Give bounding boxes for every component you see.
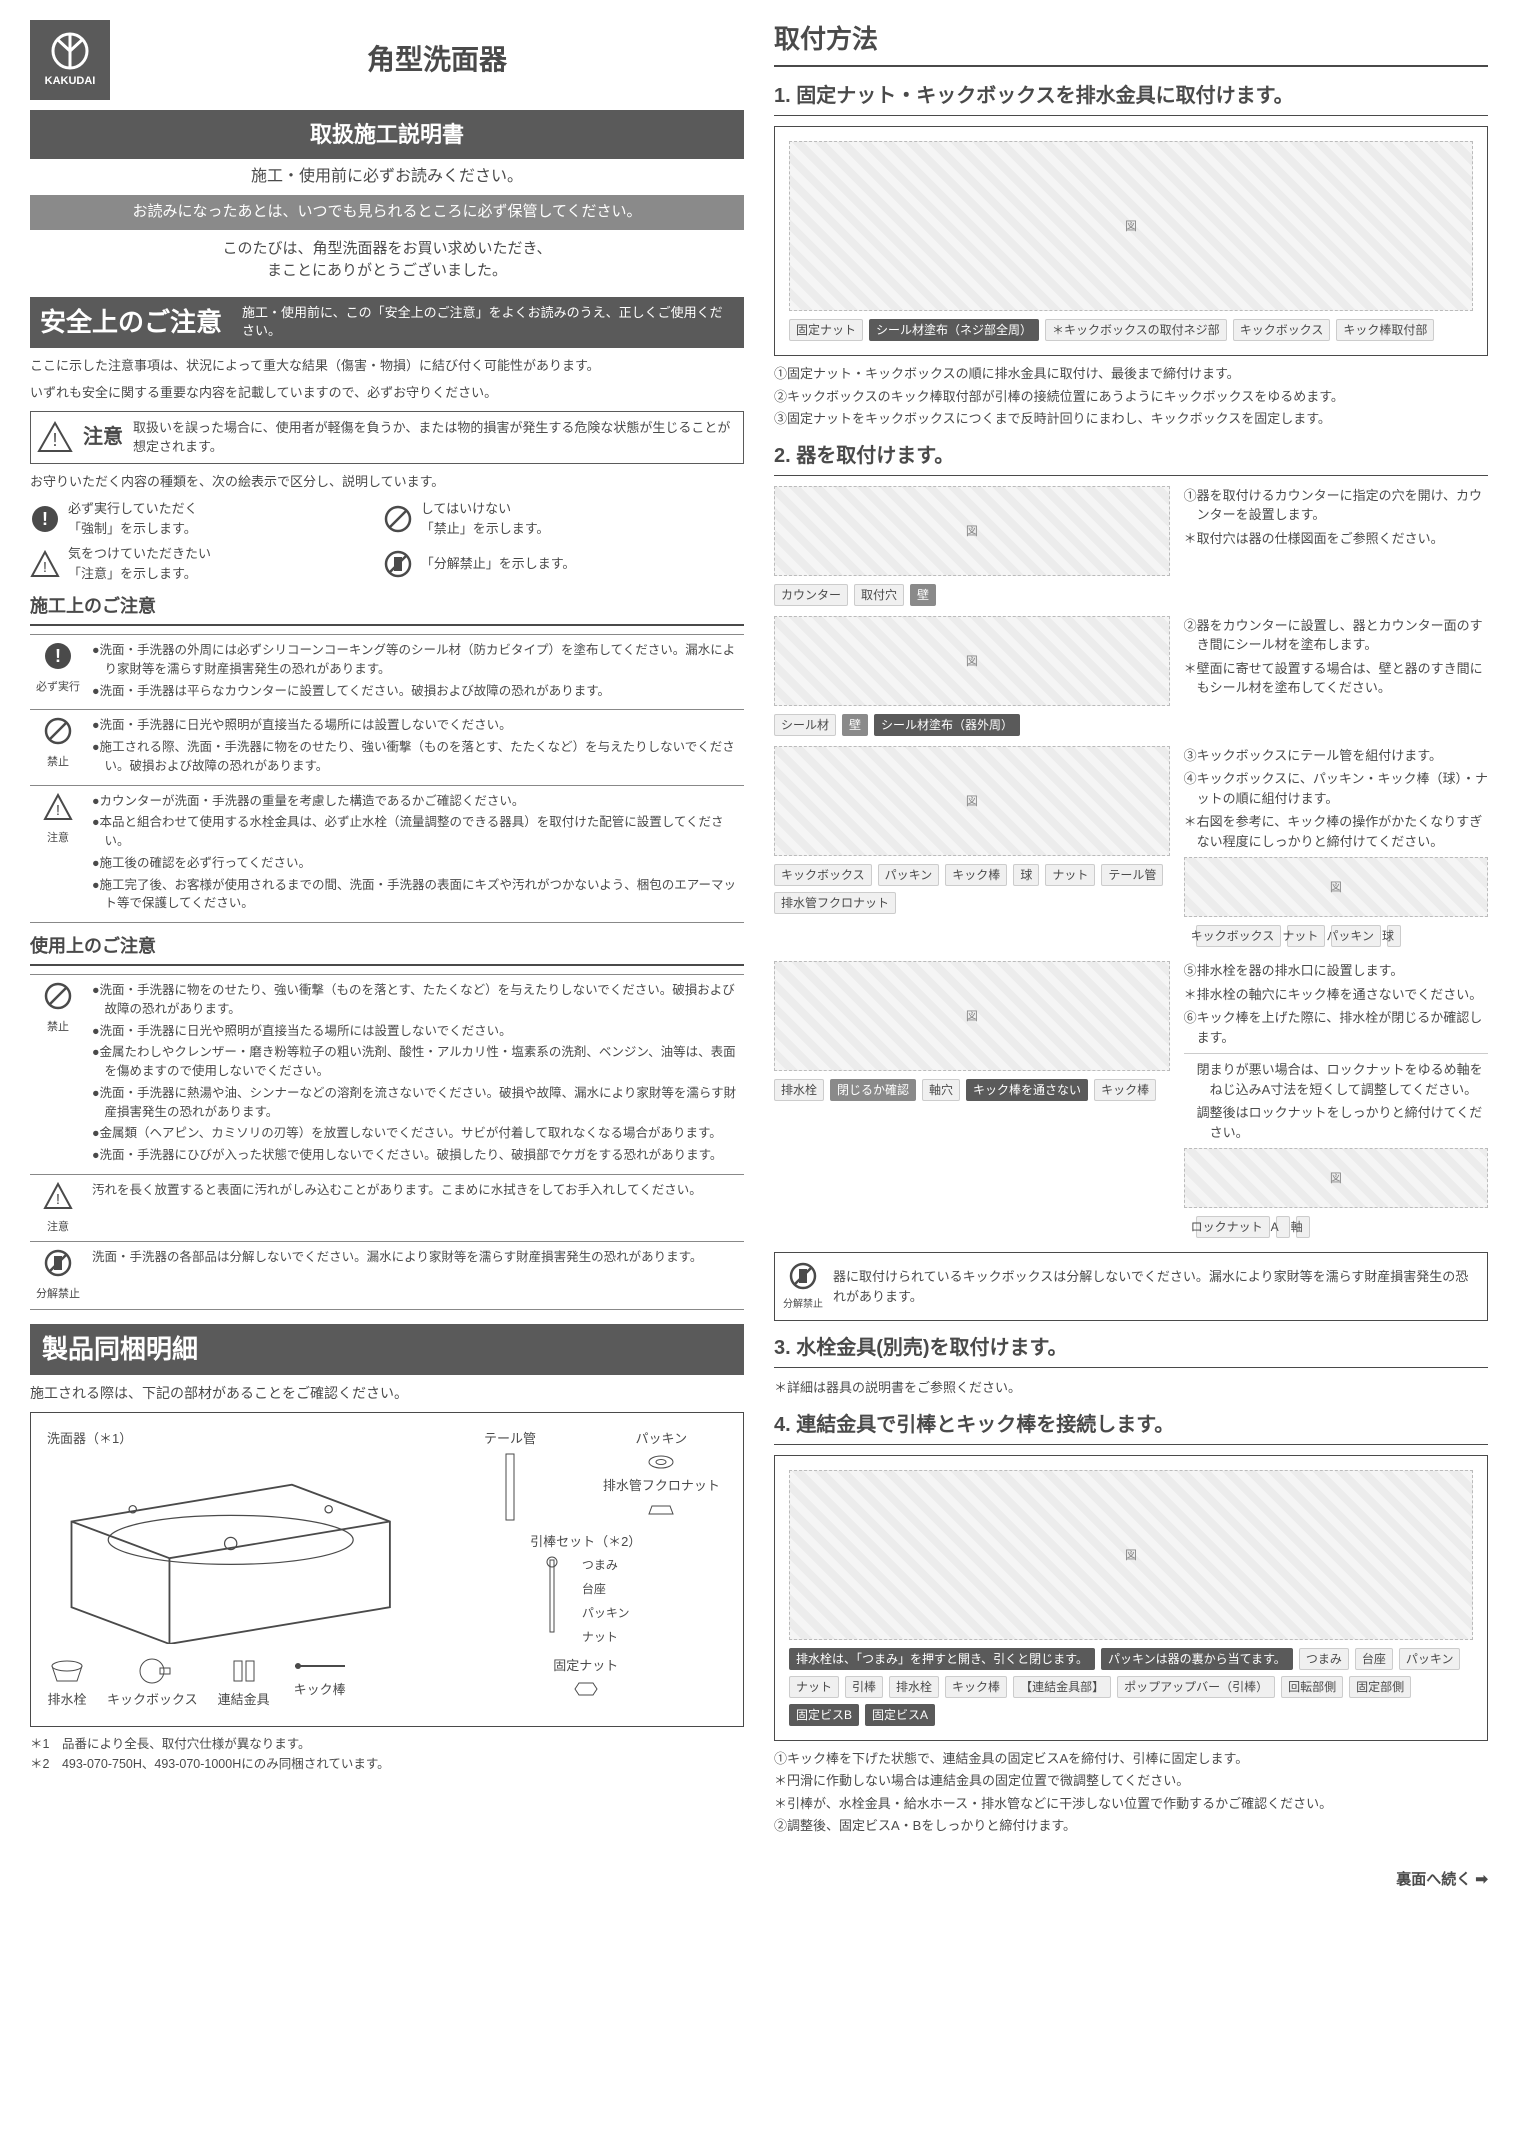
- legend-prohibit: してはいけない 「禁止」を示します。: [383, 499, 726, 538]
- step4-diagram-box: 図 排水栓は、「つまみ」を押すと開き、引くと閉じます。 パッキンは器の裏から当て…: [774, 1455, 1488, 1741]
- legend-mandatory: ! 必ず実行していただく 「強制」を示します。: [30, 499, 373, 538]
- prohibit-icon: [43, 981, 73, 1011]
- legend-text: 「分解禁止」を示します。: [421, 554, 576, 574]
- step4-diagram: 図: [789, 1470, 1473, 1640]
- caution-text: 取扱いを誤った場合に、使用者が軽傷を負うか、または物的損害が発生する危険な状態が…: [133, 418, 737, 457]
- product-title: 角型洗面器: [130, 39, 744, 81]
- caution-triangle-icon: !: [37, 421, 73, 453]
- safety-head-note: 施工・使用前に、この「安全上のご注意」をよくお読みのうえ、正しくご使用ください。: [242, 304, 734, 340]
- triangle-icon: !: [43, 1181, 73, 1211]
- legend-intro: お守りいただく内容の種類を、次の絵表示で区分し、説明しています。: [30, 472, 744, 492]
- step2-d3-side-diagram: 図: [1184, 857, 1488, 917]
- thanks-text: このたびは、角型洗面器をお買い求めいただき、 まことにありがとうございました。: [30, 238, 744, 283]
- caution-label: 注意: [83, 422, 123, 452]
- mandatory-icon: !: [43, 641, 73, 671]
- svg-text:!: !: [42, 509, 48, 529]
- part-item: 固定ナット: [444, 1656, 727, 1700]
- safety-intro-1: ここに示した注意事項は、状況によって重大な結果（傷害・物損）に結び付く可能性があ…: [30, 356, 744, 376]
- step2-warning: 分解禁止 器に取付けられているキックボックスは分解しないでください。漏水により家…: [774, 1252, 1488, 1321]
- mandatory-icon: !: [30, 504, 60, 534]
- prohibit-icon: [383, 504, 413, 534]
- svg-text:!: !: [43, 559, 47, 576]
- part-item: パッキン 排水管フクロナット: [596, 1429, 727, 1523]
- construction-table: ! 必ず実行 ●洗面・手洗器の外周には必ずシリコーンコーキング等のシール材（防カ…: [30, 634, 744, 923]
- basin-label: 洗面器（＊1）: [47, 1429, 414, 1449]
- step1-title: 1. 固定ナット・キックボックスを排水金具に取付けます。: [774, 81, 1488, 116]
- legend-text: 気をつけていただきたい 「注意」を示します。: [68, 544, 211, 583]
- no-disassemble-icon: [383, 549, 413, 579]
- part-item: 排水栓: [47, 1656, 87, 1710]
- no-disassemble-icon: [43, 1248, 73, 1278]
- brand-logo: KAKUDAI: [30, 20, 110, 100]
- parts-footnotes: ＊1 品番により全長、取付穴仕様が異なります。 ＊2 493-070-750H、…: [30, 1735, 744, 1775]
- table-row: ! 必ず実行 ●洗面・手洗器の外周には必ずシリコーンコーキング等のシール材（防カ…: [30, 635, 744, 710]
- step3-notes: ＊詳細は器具の説明書をご参照ください。: [774, 1378, 1488, 1398]
- no-disassemble-icon: [788, 1261, 818, 1291]
- table-row: ! 注意 ●カウンターが洗面・手洗器の重量を考慮した構造であるかご確認ください。…: [30, 786, 744, 924]
- step2-d3: 図 キックボックス パッキン キック棒 球 ナット テール管 排水管フクロナット…: [774, 746, 1488, 952]
- basin-diagram: [47, 1448, 414, 1644]
- step2-d4-side-diagram: 図: [1184, 1148, 1488, 1208]
- logo-icon: [45, 31, 95, 71]
- usage-table: 禁止 ●洗面・手洗器に物をのせたり、強い衝撃（ものを落とす、たたくなど）を与えた…: [30, 974, 744, 1310]
- safety-header: 安全上のご注意 施工・使用前に、この「安全上のご注意」をよくお読みのうえ、正しく…: [30, 297, 744, 348]
- right-column: 取付方法 1. 固定ナット・キックボックスを排水金具に取付けます。 図 固定ナッ…: [774, 20, 1488, 1839]
- svg-text:!: !: [56, 1191, 60, 1208]
- legend-row-1: ! 必ず実行していただく 「強制」を示します。 してはいけない 「禁止」を示しま…: [30, 499, 744, 538]
- safety-title: 安全上のご注意: [40, 303, 222, 342]
- step2-title: 2. 器を取付けます。: [774, 441, 1488, 476]
- header-block: KAKUDAI 角型洗面器: [30, 20, 744, 100]
- step1-diagram-box: 図 固定ナット シール材塗布（ネジ部全周） ＊キックボックスの取付ネジ部 キック…: [774, 126, 1488, 356]
- table-row: ! 注意 汚れを長く放置すると表面に汚れがしみ込むことがあります。こまめに水拭き…: [30, 1175, 744, 1243]
- table-row: 禁止 ●洗面・手洗器に物をのせたり、強い衝撃（ものを落とす、たたくなど）を与えた…: [30, 975, 744, 1175]
- manual-title-banner: 取扱施工説明書: [30, 110, 744, 159]
- part-item: テール管: [444, 1429, 575, 1523]
- step1-notes: ①固定ナット・キックボックスの順に排水金具に取付け、最後まで締付けます。 ②キッ…: [774, 364, 1488, 429]
- part-item: 引棒セット（＊2） つまみ 台座 パッキン ナット: [444, 1532, 727, 1646]
- step2-d1: 図 カウンター 取付穴 壁 ①器を取付けるカウンターに指定の穴を開け、カウンター…: [774, 486, 1488, 606]
- step4-notes: ①キック棒を下げた状態で、連結金具の固定ビスAを締付け、引棒に固定します。 ＊円…: [774, 1749, 1488, 1836]
- step1-diagram: 図: [789, 141, 1473, 311]
- svg-text:!: !: [52, 430, 57, 450]
- step4-title: 4. 連結金具で引棒とキック棒を接続します。: [774, 1410, 1488, 1445]
- caution-box: ! 注意 取扱いを誤った場合に、使用者が軽傷を負うか、または物的損害が発生する危…: [30, 411, 744, 464]
- parts-box: 洗面器（＊1） 排水栓: [30, 1412, 744, 1727]
- step2-d2-diagram: 図: [774, 616, 1170, 706]
- install-title: 取付方法: [774, 20, 1488, 67]
- legend-text: 必ず実行していただく 「強制」を示します。: [68, 499, 198, 538]
- step3-title: 3. 水栓金具(別売)を取付けます。: [774, 1333, 1488, 1368]
- keep-note-banner: お読みになったあとは、いつでも見られるところに必ず保管してください。: [30, 195, 744, 230]
- step2-d1-diagram: 図: [774, 486, 1170, 576]
- prohibit-icon: [43, 716, 73, 746]
- thanks-line-2: まことにありがとうございました。: [267, 262, 507, 279]
- legend-no-disassemble: 「分解禁止」を示します。: [383, 544, 726, 583]
- triangle-icon: !: [30, 549, 60, 579]
- table-row: 分解禁止 洗面・手洗器の各部品は分解しないでください。漏水により家財等を濡らす財…: [30, 1242, 744, 1310]
- legend-triangle: ! 気をつけていただきたい 「注意」を示します。: [30, 544, 373, 583]
- construction-title: 施工上のご注意: [30, 593, 744, 626]
- arrow-right-icon: ➡: [1475, 1869, 1488, 1892]
- step2-d3-diagram: 図: [774, 746, 1170, 856]
- step2-d4: 図 排水栓 閉じるか確認 軸穴 キック棒を通さない キック棒 ⑤排水栓を器の排水…: [774, 961, 1488, 1242]
- thanks-line-1: このたびは、角型洗面器をお買い求めいただき、: [223, 240, 552, 257]
- left-column: KAKUDAI 角型洗面器 取扱施工説明書 施工・使用前に必ずお読みください。 …: [30, 20, 744, 1839]
- part-item: キック棒: [290, 1656, 350, 1710]
- legend-row-2: ! 気をつけていただきたい 「注意」を示します。 「分解禁止」を示します。: [30, 544, 744, 583]
- page-footer: 裏面へ続く ➡: [30, 1869, 1488, 1892]
- parts-intro: 施工される際は、下記の部材があることをご確認ください。: [30, 1383, 744, 1404]
- table-row: 禁止 ●洗面・手洗器に日光や照明が直接当たる場所には設置しないでください。 ●施…: [30, 710, 744, 785]
- step2-d4-diagram: 図: [774, 961, 1170, 1071]
- parts-title-banner: 製品同梱明細: [30, 1324, 744, 1375]
- usage-title: 使用上のご注意: [30, 933, 744, 966]
- brand-name: KAKUDAI: [45, 73, 96, 90]
- part-item: キックボックス: [107, 1656, 198, 1710]
- read-before-note: 施工・使用前に必ずお読みください。: [30, 165, 744, 189]
- step2-d2: 図 シール材 壁 シール材塗布（器外周） ②器をカウンターに設置し、器とカウンタ…: [774, 616, 1488, 736]
- triangle-icon: !: [43, 792, 73, 822]
- svg-text:!: !: [55, 646, 61, 666]
- svg-text:!: !: [56, 802, 60, 819]
- safety-intro-2: いずれも安全に関する重要な内容を記載していますので、必ずお守りください。: [30, 383, 744, 403]
- legend-text: してはいけない 「禁止」を示します。: [421, 499, 550, 538]
- part-item: 連結金具: [218, 1656, 270, 1710]
